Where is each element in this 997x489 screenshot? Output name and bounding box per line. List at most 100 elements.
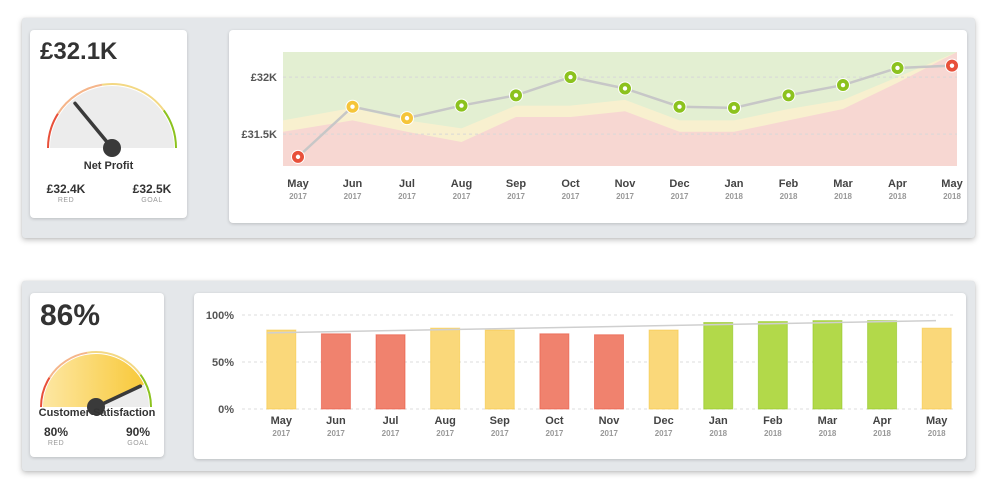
line-chart-x-year-label: 2017 [562,192,580,201]
customer-satisfaction-gauge-level-fill [43,354,144,407]
customer-satisfaction-gauge-needle-hub [87,398,105,415]
customer-satisfaction-kpi-card[interactable]: 86% Customer Satisfaction 80% RED 90% GO… [30,293,164,457]
line-chart-x-year-label: 2017 [507,192,525,201]
line-chart-x-month-label: Jul [399,178,415,190]
bar-chart-x-year-label: 2017 [327,429,345,438]
bar-chart-x-year-label: 2017 [436,429,454,438]
bar-chart-bar[interactable] [375,334,406,410]
bar-chart-x-year-label: 2017 [545,429,563,438]
line-chart-point-center [459,103,464,108]
line-chart-x-year-label: 2018 [725,192,743,201]
bar-chart-x-year-label: 2018 [709,429,727,438]
customer-satisfaction-gauge-rim-segment-2 [87,351,142,376]
net-profit-gauge-label: Net Profit [83,160,134,172]
line-chart-point-center [786,93,791,98]
line-chart-x-year-label: 2017 [398,192,416,201]
net-profit-gauge-rim-segment-2 [101,83,165,111]
net-profit-goal-value: £32.5K [132,182,172,196]
customer-satisfaction-gauge-rim-segment-0 [40,376,51,408]
line-chart-x-month-label: Jun [343,178,363,190]
bar-chart-bar[interactable] [539,333,570,410]
line-chart-x-month-label: Mar [833,178,853,190]
bar-chart-bar[interactable] [484,329,515,410]
line-chart-point-center [677,104,682,109]
line-chart-point-center [568,74,573,80]
line-chart-point-center [895,65,900,71]
line-chart-point-center [622,86,628,91]
net-profit-line-chart: £32K £31.5K May 2017 Jun 2017 Jul 2017 Aug 2017 Se… [242,52,964,201]
line-chart-x-month-label: Oct [561,178,580,190]
bar-chart-bar[interactable] [594,334,624,410]
line-chart-point-center [404,115,410,121]
customer-satisfaction-gauge-label: Customer Satisfaction [38,407,156,419]
bar-chart-x-year-label: 2017 [272,429,290,438]
line-chart-y-tick-label: £32K [251,72,277,84]
bar-chart-x-month-label: Dec [654,415,674,427]
net-profit-gauge-rim-segment-3 [162,109,177,149]
bar-chart-bar[interactable] [867,320,898,410]
line-chart-x-month-label: Feb [779,178,799,190]
bar-chart-x-month-label: Oct [545,415,564,427]
customer-satisfaction-goal-stat: 90% GOAL [116,425,160,447]
bar-chart-x-month-label: May [271,415,293,427]
bar-chart-x-year-label: 2018 [928,429,946,438]
net-profit-chart-card: £32K £31.5K May 2017 Jun 2017 Jul 2017 Aug 2017 Se… [229,30,967,223]
customer-satisfaction-goal-label: GOAL [127,440,149,447]
line-chart-x-year-label: 2017 [289,192,307,201]
bar-chart-x-month-label: Sep [490,415,510,427]
bar-chart-bar[interactable] [921,327,952,410]
bar-chart-x-month-label: Jan [709,415,728,427]
bar-chart-bar[interactable] [703,322,734,410]
bar-chart-x-year-label: 2017 [491,429,509,438]
bar-chart-bar[interactable] [266,329,297,410]
net-profit-goal-label: GOAL [141,197,163,204]
net-profit-gauge-face [50,86,174,148]
net-profit-goal-stat: £32.5K GOAL [122,182,182,204]
bar-chart-x-month-label: May [926,415,948,427]
net-profit-gauge-needle-hub [103,139,121,157]
line-chart-x-year-label: 2018 [834,192,852,201]
net-profit-red-stat: £32.4K RED [36,182,96,204]
line-chart-x-month-label: Dec [669,178,689,190]
net-profit-value: £32.1K [40,38,118,65]
bar-chart-x-year-label: 2018 [764,429,782,438]
bar-chart-x-month-label: Aug [434,415,455,427]
line-chart-point-center [350,104,355,109]
bar-chart-x-year-label: 2017 [600,429,618,438]
line-chart-x-month-label: Sep [506,178,526,190]
line-chart-x-month-label: Jan [725,178,744,190]
line-chart-x-month-label: Apr [888,178,908,190]
bar-chart-x-month-label: Mar [818,415,838,427]
bar-chart-bar[interactable] [757,321,788,410]
bar-chart-bar[interactable] [430,327,461,410]
customer-satisfaction-gauge-rim-segment-3 [139,374,152,408]
bar-chart-x-year-label: 2018 [873,429,891,438]
line-chart-point-center [513,93,519,98]
bar-chart-trend-line [267,319,937,334]
bar-chart-x-year-label: 2017 [382,429,400,438]
bar-chart-bar[interactable] [812,320,843,410]
bar-chart-x-month-label: Nov [599,415,621,427]
bar-chart-y-tick-label: 100% [206,310,234,322]
net-profit-red-label: RED [57,197,75,204]
line-chart-x-year-label: 2017 [616,192,634,201]
line-chart-x-year-label: 2017 [453,192,471,201]
bar-chart-bar[interactable] [648,329,679,410]
line-chart-point-center [840,82,846,88]
customer-satisfaction-gauge [40,351,152,415]
bar-chart-x-year-label: 2018 [819,429,837,438]
net-profit-kpi-card[interactable]: £32.1K Net Profit £32.4K RED £32.5K GOAL [30,30,187,218]
line-chart-point-center [731,105,737,111]
net-profit-panel: £32.1K Net Profit £32.4K RED £32.5K GOAL… [22,18,975,238]
line-chart-point-center [949,63,955,68]
bar-chart-x-month-label: Jul [383,415,399,427]
net-profit-gauge-rim-segment-1 [57,83,103,115]
bar-chart-bar[interactable] [320,333,351,410]
line-chart-x-month-label: Nov [615,178,637,190]
net-profit-gauge [47,83,177,157]
net-profit-red-value: £32.4K [46,182,86,196]
bar-chart-x-month-label: Apr [873,415,893,427]
line-chart-red-region [283,52,957,166]
customer-satisfaction-red-value: 80% [43,425,69,439]
line-chart-y-tick-label: £31.5K [242,129,278,141]
